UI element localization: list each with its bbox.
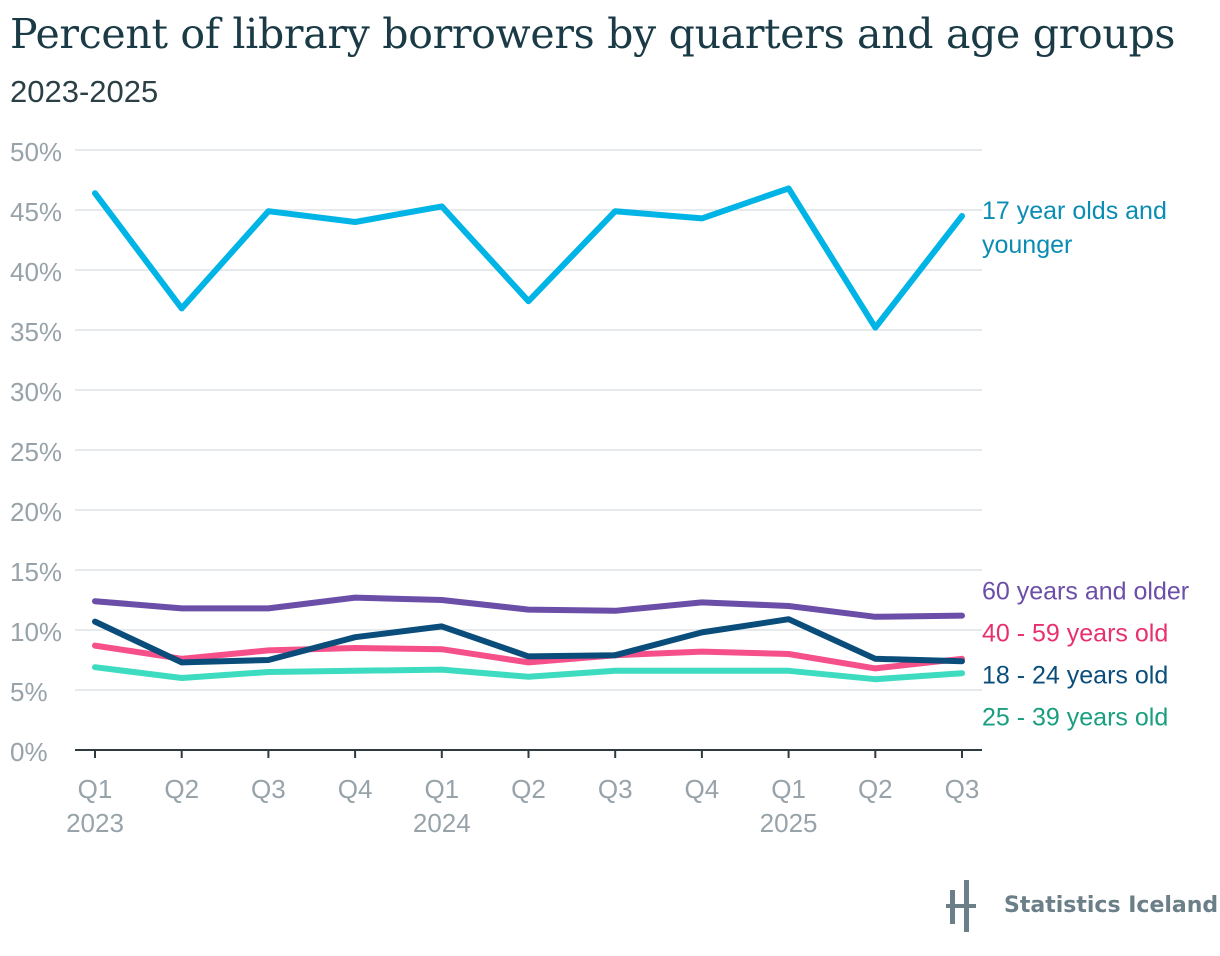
y-tick-label: 50% <box>10 137 62 167</box>
y-tick-label: 40% <box>10 257 62 287</box>
series-line-25-39-years-old <box>92 664 965 683</box>
series-line-40-59-years-old <box>92 642 965 672</box>
chart-title: Percent of library borrowers by quarters… <box>10 10 1176 58</box>
x-year-label: 2025 <box>760 808 818 838</box>
x-year-label: 2023 <box>66 808 124 838</box>
x-tick-label: Q3 <box>598 774 633 804</box>
y-tick-label: 35% <box>10 317 62 347</box>
y-axis-ticks: 0% 5% 10% 15% 20% 25% 30% 35% 40% 45% 50% <box>10 137 62 767</box>
y-tick-label: 0% <box>10 737 48 767</box>
y-tick-label: 20% <box>10 497 62 527</box>
x-tick-label: Q1 <box>771 774 806 804</box>
x-tick-label: Q2 <box>511 774 546 804</box>
y-tick-label: 10% <box>10 617 62 647</box>
gridlines <box>75 149 982 691</box>
x-tick-label: Q1 <box>424 774 459 804</box>
brand-logo: Statistics Iceland <box>946 880 1218 932</box>
y-tick-label: 45% <box>10 197 62 227</box>
chart-subtitle: 2023-2025 <box>10 74 159 109</box>
series-label: 17 year olds and <box>982 197 1167 225</box>
x-tick-label: Q3 <box>251 774 286 804</box>
series-label: 18 - 24 years old <box>982 661 1168 689</box>
y-tick-label: 30% <box>10 377 62 407</box>
series-label: younger <box>982 231 1072 259</box>
statistics-iceland-logo-icon <box>946 880 976 932</box>
x-tick-label: Q2 <box>164 774 199 804</box>
x-tick-label: Q2 <box>858 774 893 804</box>
y-tick-label: 25% <box>10 437 62 467</box>
y-tick-label: 5% <box>10 677 48 707</box>
series-lines <box>92 185 965 683</box>
series-label: 60 years and older <box>982 577 1189 605</box>
x-axis: Q1 Q2 Q3 Q4 Q1 Q2 Q3 Q4 Q1 Q2 Q3 2023 2024 2025 <box>66 749 982 838</box>
series-line-60-years-and-older <box>92 594 965 620</box>
series-line-18-24-years-old <box>92 616 965 666</box>
series-label: 40 - 59 years old <box>982 619 1168 647</box>
series-labels: 17 year olds and younger 60 years and olde… <box>982 197 1189 731</box>
x-tick-label: Q4 <box>685 774 720 804</box>
y-tick-label: 15% <box>10 557 62 587</box>
series-label: 25 - 39 years old <box>982 703 1168 731</box>
series-line-17-year-olds-and-younger <box>92 185 965 331</box>
x-tick-label: Q4 <box>338 774 373 804</box>
brand-name: Statistics Iceland <box>1004 893 1219 918</box>
x-tick-label: Q1 <box>78 774 113 804</box>
x-tick-label: Q3 <box>945 774 980 804</box>
x-year-label: 2024 <box>413 808 471 838</box>
